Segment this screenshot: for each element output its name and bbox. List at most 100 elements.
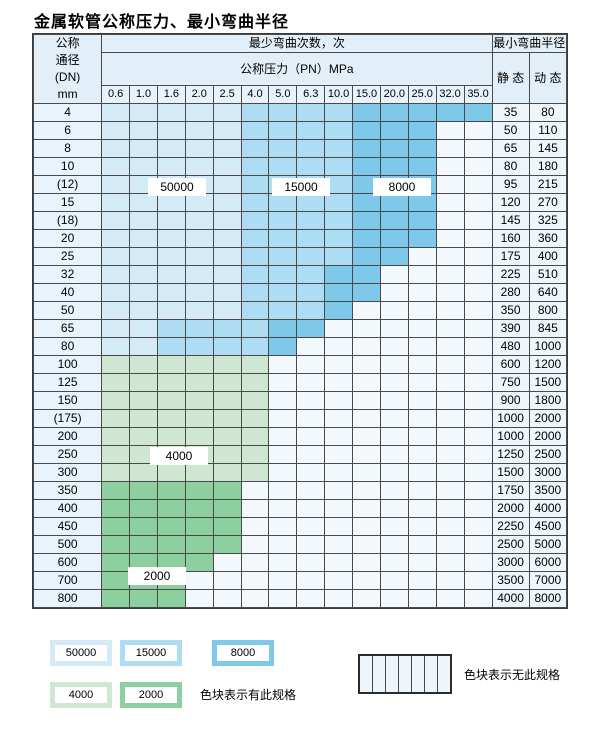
cell-dn-150-pn-2.5 [212, 391, 242, 410]
legend-chip-8000: 8000 [212, 640, 274, 666]
pressure-col-header-12: 32.0 [435, 85, 465, 104]
cell-dn-20-pn-2.0 [184, 229, 214, 248]
cell-dn-6-pn-15.0 [352, 121, 381, 140]
static-radius-value: 1250 [491, 445, 530, 464]
cell-dn-40-pn-32.0 [435, 283, 465, 302]
cell-dn-32-pn-5.0 [268, 265, 298, 284]
table-row: 6 50 110 [32, 121, 568, 140]
cell-dn-150-pn-32.0 [435, 391, 465, 410]
cell-dn-350-pn-2.5 [212, 481, 242, 500]
value-callout-8000: 8000 [373, 178, 431, 196]
cell-dn-100-pn-2.0 [184, 355, 214, 374]
pressure-col-header-4: 2.5 [212, 85, 242, 104]
cell-dn-50-pn-32.0 [435, 301, 465, 320]
cell-dn-300-pn-1.6 [156, 463, 186, 482]
cell-dn-(175)-pn-6.3 [296, 409, 326, 428]
cell-dn-8-pn-5.0 [268, 139, 298, 158]
dn-label: 350 [32, 481, 103, 500]
static-radius-value: 2250 [491, 517, 530, 536]
cell-dn-4-pn-1.0 [129, 103, 158, 122]
cell-dn-15-pn-10.0 [324, 193, 354, 212]
cell-dn-4-pn-10.0 [324, 103, 354, 122]
cell-dn-40-pn-1.0 [129, 283, 158, 302]
static-header: 静 态 [491, 52, 530, 104]
pressure-col-header-8: 10.0 [324, 85, 354, 104]
cell-dn-250-pn-35.0 [463, 445, 493, 464]
cell-dn-20-pn-20.0 [379, 229, 409, 248]
legend-no-spec-swatch [358, 654, 452, 694]
static-radius-value: 120 [491, 193, 530, 212]
legend-no-spec-note: 色块表示无此规格 [464, 668, 561, 682]
cell-dn-50-pn-4.0 [240, 301, 270, 320]
cell-dn-100-pn-4.0 [240, 355, 270, 374]
dn-label: 50 [32, 301, 103, 320]
cell-dn-4-pn-15.0 [352, 103, 381, 122]
cell-dn-600-pn-0.6 [101, 553, 131, 572]
cell-dn-40-pn-10.0 [324, 283, 354, 302]
cell-dn-50-pn-15.0 [352, 301, 381, 320]
cell-dn-6-pn-1.6 [156, 121, 186, 140]
dn-label: 600 [32, 553, 103, 572]
cell-dn-50-pn-2.0 [184, 301, 214, 320]
table-row: 200 1000 2000 [32, 427, 568, 446]
cell-dn-200-pn-1.6 [156, 427, 186, 446]
cell-dn-600-pn-10.0 [324, 553, 354, 572]
cell-dn-700-pn-20.0 [379, 571, 409, 590]
cell-dn-250-pn-20.0 [379, 445, 409, 464]
cell-dn-450-pn-5.0 [268, 517, 298, 536]
pressure-col-header-9: 15.0 [352, 85, 381, 104]
value-callout-4000: 4000 [150, 447, 208, 465]
cell-dn-350-pn-25.0 [407, 481, 437, 500]
cell-dn-600-pn-32.0 [435, 553, 465, 572]
cell-dn-(18)-pn-1.6 [156, 211, 186, 230]
dynamic-radius-value: 4500 [528, 517, 568, 536]
cell-dn-32-pn-15.0 [352, 265, 381, 284]
cell-dn-(175)-pn-15.0 [352, 409, 381, 428]
cell-dn-8-pn-1.6 [156, 139, 186, 158]
cell-dn-20-pn-4.0 [240, 229, 270, 248]
cell-dn-20-pn-5.0 [268, 229, 298, 248]
dn-label: 6 [32, 121, 103, 140]
dn-label: 8 [32, 139, 103, 158]
cell-dn-6-pn-0.6 [101, 121, 131, 140]
cell-dn-400-pn-25.0 [407, 499, 437, 518]
cell-dn-25-pn-2.0 [184, 247, 214, 266]
legend-chip-label: 50000 [55, 645, 107, 661]
cell-dn-400-pn-0.6 [101, 499, 131, 518]
cell-dn-200-pn-10.0 [324, 427, 354, 446]
cell-dn-450-pn-32.0 [435, 517, 465, 536]
cell-dn-32-pn-25.0 [407, 265, 437, 284]
cell-dn-600-pn-20.0 [379, 553, 409, 572]
cell-dn-125-pn-10.0 [324, 373, 354, 392]
cell-dn-40-pn-4.0 [240, 283, 270, 302]
cell-dn-100-pn-32.0 [435, 355, 465, 374]
cell-dn-800-pn-35.0 [463, 589, 493, 608]
cell-dn-800-pn-2.0 [184, 589, 214, 608]
value-callout-2000: 2000 [128, 567, 186, 585]
dn-label: 80 [32, 337, 103, 356]
cell-dn-32-pn-20.0 [379, 265, 409, 284]
dn-header-line-3: (DN) [54, 70, 81, 84]
cell-dn-32-pn-10.0 [324, 265, 354, 284]
dynamic-radius-value: 6000 [528, 553, 568, 572]
cell-dn-500-pn-1.6 [156, 535, 186, 554]
cell-dn-700-pn-32.0 [435, 571, 465, 590]
dynamic-radius-value: 2000 [528, 409, 568, 428]
cell-dn-125-pn-2.5 [212, 373, 242, 392]
cell-dn-(12)-pn-0.6 [101, 175, 131, 194]
cell-dn-(18)-pn-15.0 [352, 211, 381, 230]
cell-dn-450-pn-15.0 [352, 517, 381, 536]
static-radius-value: 65 [491, 139, 530, 158]
static-radius-value: 600 [491, 355, 530, 374]
cell-dn-4-pn-0.6 [101, 103, 131, 122]
cell-dn-500-pn-1.0 [129, 535, 158, 554]
cell-dn-20-pn-10.0 [324, 229, 354, 248]
cell-dn-450-pn-25.0 [407, 517, 437, 536]
pressure-col-header-1: 1.0 [129, 85, 158, 104]
dn-label: 250 [32, 445, 103, 464]
table-row: 8 65 145 [32, 139, 568, 158]
dynamic-radius-value: 145 [528, 139, 568, 158]
cell-dn-25-pn-25.0 [407, 247, 437, 266]
cell-dn-300-pn-6.3 [296, 463, 326, 482]
cell-dn-65-pn-1.0 [129, 319, 158, 338]
